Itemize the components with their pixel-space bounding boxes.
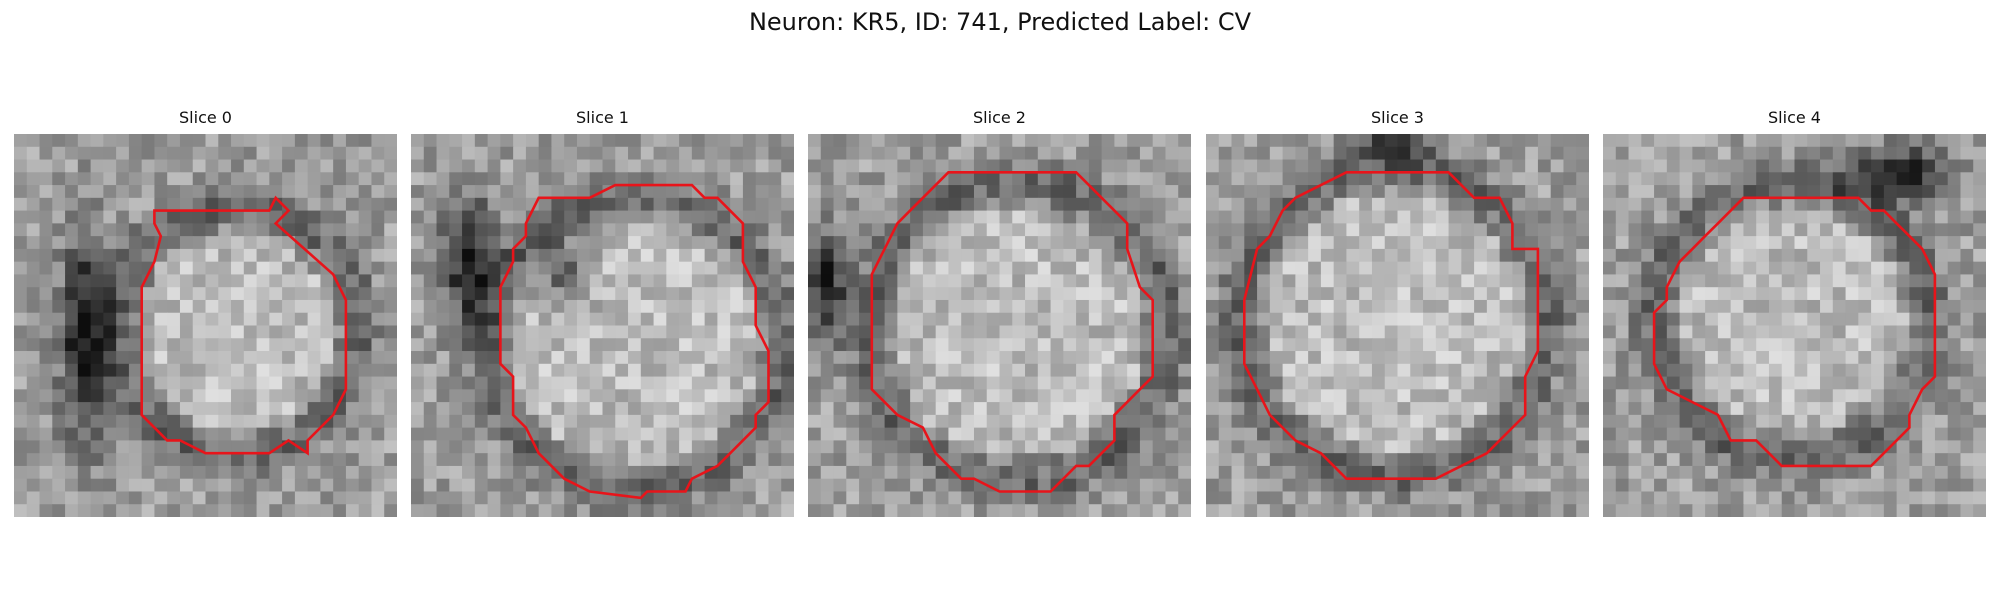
slice-image-1 [411, 134, 794, 517]
segmentation-contour [1242, 170, 1540, 481]
slice-image-svg [1206, 134, 1589, 517]
slice-image-2 [808, 134, 1191, 517]
pixel-grid [1603, 134, 1986, 517]
slice-image-svg [411, 134, 794, 517]
segmentation-contour [1652, 196, 1937, 468]
slice-image-3 [1206, 134, 1589, 517]
figure-title: Neuron: KR5, ID: 741, Predicted Label: C… [748, 8, 1252, 36]
slice-title: Slice 4 [1768, 108, 1821, 127]
slice-image-svg [14, 134, 397, 517]
slice-image-4 [1603, 134, 1986, 517]
slice-image-0 [14, 134, 397, 517]
pixel-grid [14, 134, 397, 517]
segmentation-contour [140, 195, 348, 456]
slice-title: Slice 1 [576, 108, 629, 127]
segmentation-contour [499, 183, 770, 500]
slice-image-svg [1603, 134, 1986, 517]
slice-image-svg [808, 134, 1191, 517]
slice-title: Slice 0 [179, 108, 232, 127]
slice-title: Slice 3 [1371, 108, 1424, 127]
pixel-grid [1206, 134, 1589, 517]
pixel-grid [411, 134, 794, 517]
slice-title: Slice 2 [973, 108, 1026, 127]
pixel-grid [808, 134, 1191, 517]
segmentation-contour [870, 170, 1155, 493]
